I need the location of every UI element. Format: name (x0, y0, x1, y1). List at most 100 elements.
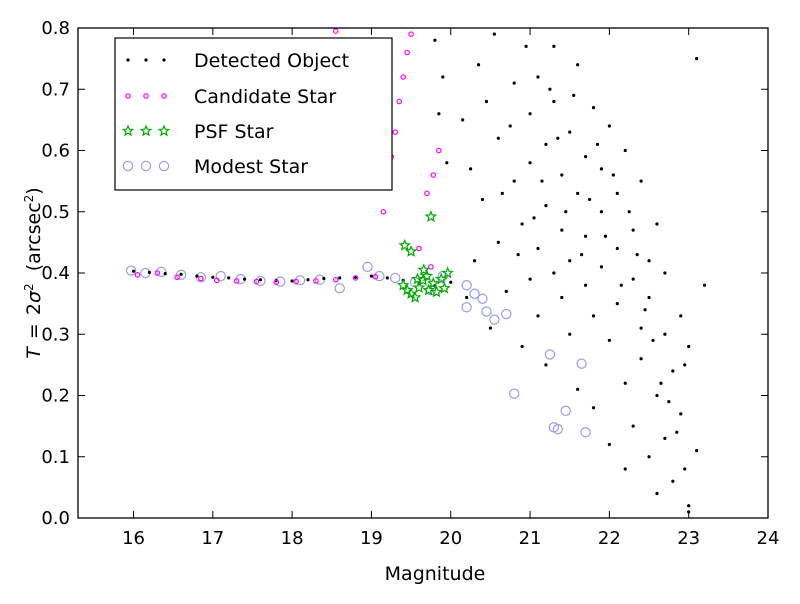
psf-star-point (420, 269, 434, 282)
detected-object-point (306, 278, 310, 282)
detected-object-point (611, 173, 615, 177)
detected-object-point (504, 289, 508, 293)
detected-object-point (607, 442, 611, 447)
candidate-star-point (352, 275, 359, 281)
x-tick-label: 22 (598, 528, 621, 549)
modest-star-point (560, 405, 571, 417)
detected-object-point (508, 124, 512, 128)
detected-object-point (655, 491, 659, 496)
detected-object-point (552, 44, 556, 48)
detected-object-point (607, 124, 611, 128)
detected-object-point (663, 436, 667, 440)
detected-object-point (560, 295, 564, 300)
detected-object-point (441, 75, 445, 79)
candidate-star-point (213, 277, 220, 284)
candidate-star-point (380, 208, 387, 215)
detected-object-point (258, 278, 263, 282)
detected-object-point (488, 326, 493, 330)
detected-object-point (587, 197, 592, 202)
candidate-star-point (253, 278, 260, 285)
detected-object-point (496, 136, 500, 140)
detected-object-point (576, 387, 580, 391)
detected-object-point (195, 274, 199, 278)
x-tick-label: 20 (439, 528, 462, 549)
modest-star-point (580, 427, 591, 438)
psf-star-point (412, 281, 426, 294)
candidate-star-point (396, 98, 403, 105)
modest-star-point (501, 308, 512, 320)
y-axis-title: T = 2σ2 (arcsec2) (22, 187, 45, 358)
candidate-star-point (408, 31, 414, 37)
modest-star-point (489, 314, 500, 325)
detected-object-point (655, 393, 659, 398)
detected-object-point (353, 275, 358, 279)
detected-object-point (322, 276, 326, 281)
detected-object-point (433, 38, 437, 42)
detected-object-point (528, 112, 532, 116)
candidate-star-point (233, 278, 240, 284)
x-tick-label: 16 (122, 528, 145, 549)
detected-object-point (615, 302, 619, 306)
detected-object-point (643, 308, 647, 312)
modest-star-point (215, 270, 226, 282)
detected-object-point (631, 424, 635, 428)
detected-object-point (591, 106, 596, 110)
detected-object-point (651, 338, 655, 342)
detected-object-point (655, 222, 659, 226)
modest-star-point (461, 280, 472, 291)
y-tick-label: 0.0 (41, 508, 70, 529)
candidate-star-point (332, 28, 339, 34)
detected-object-point (583, 234, 588, 238)
detected-object-point (131, 269, 136, 273)
legend-psf-star-marker (121, 124, 135, 137)
detected-object-point (631, 277, 635, 281)
candidate-star-point (416, 245, 422, 252)
detected-object-point (492, 32, 496, 36)
candidate-star-point (436, 147, 442, 154)
detected-object-point (623, 467, 627, 471)
candidate-star-point (404, 49, 410, 56)
detected-object-point (516, 253, 520, 257)
x-tick-label: 21 (519, 528, 542, 549)
detected-object-point (449, 280, 453, 284)
y-tick-label: 0.8 (41, 18, 70, 39)
detected-object-point (552, 99, 556, 104)
x-axis-title: Magnitude (385, 563, 486, 585)
detected-object-point (572, 93, 576, 97)
psf-star-point (404, 244, 418, 257)
legend-candidate-star-label: Candidate Star (194, 86, 336, 108)
detected-object-point (576, 63, 580, 67)
detected-object-point (179, 272, 183, 276)
detected-object-point (512, 179, 516, 183)
detected-object-point (607, 338, 611, 342)
detected-object-point (472, 259, 477, 263)
detected-object-point (290, 279, 294, 283)
legend-modest-star-marker (158, 160, 170, 172)
detected-object-point (568, 259, 572, 263)
points-layer (125, 28, 707, 514)
legend-detected-object-marker (144, 58, 148, 62)
detected-object-point (520, 344, 524, 349)
candidate-star-point (134, 272, 141, 278)
modest-star-point (374, 270, 385, 282)
candidate-star-point (273, 279, 280, 285)
detected-object-point (679, 314, 683, 318)
detected-object-point (461, 118, 465, 122)
legend: Detected Object Candidate Star PSF Star Mod… (114, 37, 393, 191)
modest-star-point (461, 302, 472, 313)
detected-object-point (512, 81, 516, 85)
detected-object-point (552, 271, 556, 275)
x-tick-label: 17 (201, 528, 224, 549)
candidate-star-point (392, 129, 399, 135)
ticks-layer: 16 17 18 19 20 21 22 23 24 0.0 0.1 0.2 0.3 0.4 0.5 0.6 0… (41, 18, 779, 549)
detected-object-point (631, 228, 635, 232)
detected-object-point (615, 191, 619, 195)
psf-star-point (411, 272, 424, 285)
detected-object-point (524, 44, 528, 48)
psf-star-point (422, 283, 435, 296)
detected-object-point (679, 412, 683, 416)
modest-star-point (477, 293, 488, 304)
detected-object-point (548, 87, 552, 91)
modest-star-point (481, 306, 492, 317)
